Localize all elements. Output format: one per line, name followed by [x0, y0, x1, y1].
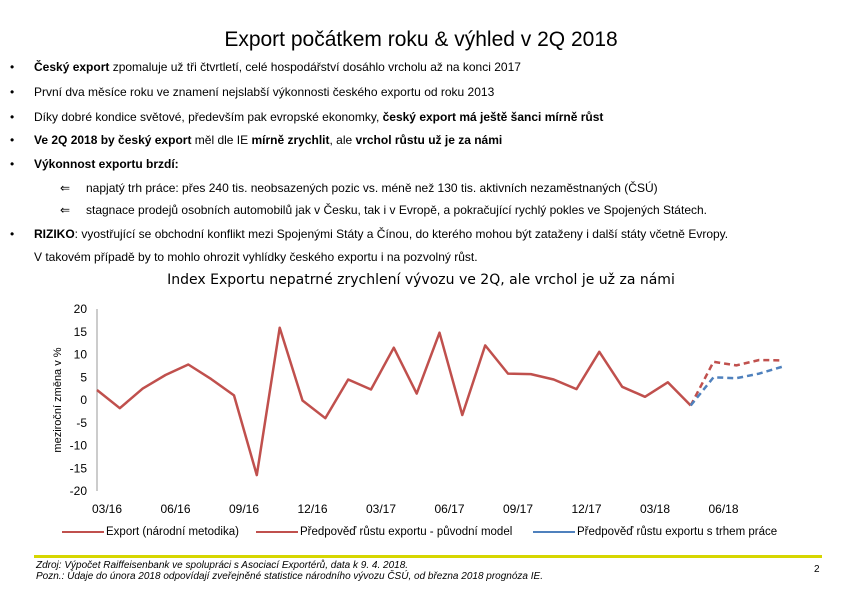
series-line-3 [689, 365, 783, 407]
footer-divider [34, 555, 822, 558]
risk-continuation: V takovém případě by to mohlo ohrozit vy… [34, 250, 478, 264]
legend-item-labor-model: Předpověď růstu exportu s trhem práce [533, 526, 777, 538]
x-tick-label: 12/16 [297, 502, 327, 516]
chart-title: Index Exportu nepatrné zrychlení vývozu … [167, 272, 675, 288]
subbullet-2: ⇐ stagnace prodejů osobních automobilů ja… [60, 203, 707, 217]
x-tick-label: 03/18 [640, 502, 670, 516]
series-line-1 [96, 326, 692, 477]
x-tick-label: 06/16 [160, 502, 190, 516]
x-tick-label: 06/18 [708, 502, 738, 516]
subbullet-1: ⇐ napjatý trh práce: přes 240 tis. neobsa… [60, 181, 658, 195]
x-tick-label: 09/17 [503, 502, 533, 516]
y-tick-label: 15 [74, 325, 88, 339]
y-tick-label: 0 [80, 393, 87, 407]
arrow-left-icon: ⇐ [60, 203, 71, 217]
source-note: Zdroj: Výpočet Raiffeisenbank ve spolupr… [36, 560, 543, 582]
bullet-risk: • RIZIKO: vyostřující se obchodní konflik… [10, 227, 729, 241]
legend-swatch-solid [62, 531, 104, 533]
legend-swatch-red [256, 531, 298, 533]
y-tick-label: 20 [74, 302, 88, 316]
y-tick-label: 10 [74, 348, 88, 362]
arrow-left-icon: ⇐ [60, 181, 71, 195]
bullet-1: • Český export zpomaluje už tři čtvrtletí… [10, 60, 521, 74]
x-tick-label: 03/17 [366, 502, 396, 516]
y-tick-label: -20 [70, 484, 88, 498]
y-tick-label: -5 [76, 416, 87, 430]
legend-swatch-blue [533, 531, 575, 533]
x-tick-label: 12/17 [571, 502, 601, 516]
bullet-2: • První dva měsíce roku ve znamení nejsla… [10, 85, 495, 99]
y-tick-label: -10 [70, 439, 88, 453]
series-line-2 [689, 358, 783, 407]
x-tick-label: 06/17 [434, 502, 464, 516]
y-tick-label: 5 [80, 370, 87, 384]
legend-item-original-model: Předpověď růstu exportu - původní model [256, 526, 512, 538]
bullet-5: • Výkonnost exportu brzdí: [10, 157, 179, 171]
slide-title: Export počátkem roku & výhled v 2Q 2018 [224, 28, 618, 51]
y-axis-label: meziroční změna v % [52, 347, 64, 452]
bullet-4: • Ve 2Q 2018 by český export měl dle IE m… [10, 133, 503, 147]
x-tick-label: 03/16 [92, 502, 122, 516]
legend-item-export: Export (národní metodika) [62, 526, 239, 538]
page-number: 2 [814, 564, 820, 575]
bullet-3: • Díky dobré kondice světové, především p… [10, 110, 604, 124]
x-tick-label: 09/16 [229, 502, 259, 516]
y-tick-label: -15 [70, 461, 88, 475]
